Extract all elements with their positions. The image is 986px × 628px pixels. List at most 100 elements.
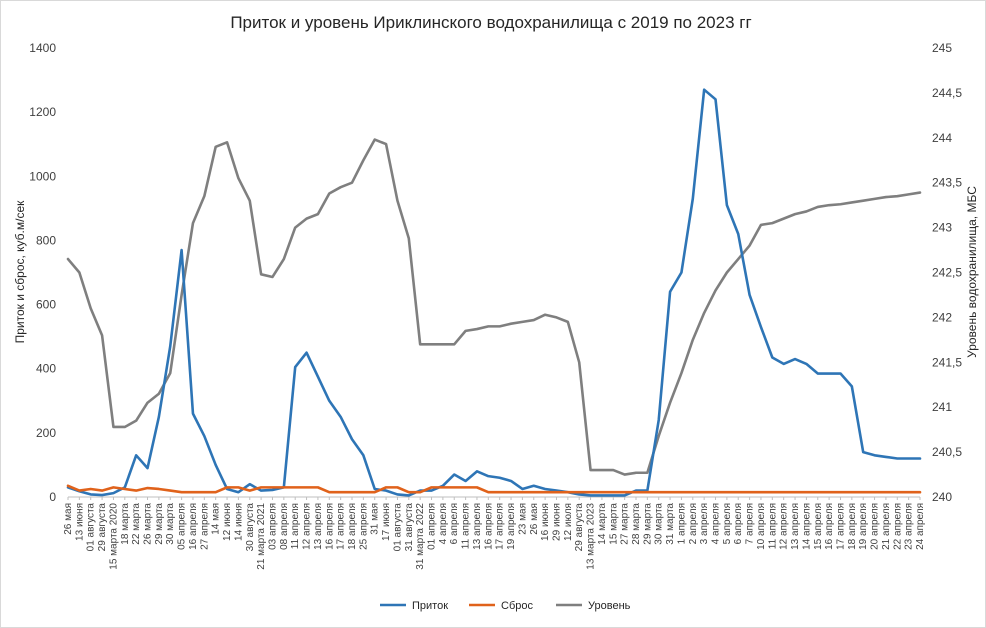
y-axis-title: Приток и сброс, куб.м/сек xyxy=(13,200,27,344)
x-tick-label: 12 апреля xyxy=(302,503,313,550)
x-tick-label: 01 августа xyxy=(86,503,97,552)
right-tick-label: 240 xyxy=(932,490,952,504)
x-tick-label: 5 апреля xyxy=(722,503,733,544)
x-tick-label: 13 июня xyxy=(74,503,85,541)
left-tick-label: 0 xyxy=(49,490,56,504)
x-tick-label: 16 апреля xyxy=(824,503,835,550)
right-tick-label: 242,5 xyxy=(932,266,962,280)
right-tick-label: 244 xyxy=(932,131,952,145)
x-tick-label: 21 марта 2021 xyxy=(256,503,267,570)
left-tick-label: 400 xyxy=(36,362,56,376)
right-tick-label: 243,5 xyxy=(932,176,962,190)
x-tick-label: 01 апреля xyxy=(427,503,438,550)
x-tick-label: 23 апреля xyxy=(904,503,915,550)
x-tick-label: 30 марта xyxy=(165,503,176,545)
x-tick-label: 12 июня xyxy=(222,503,233,541)
x-tick-label: 10 апреля xyxy=(756,503,767,550)
x-tick-label: 14 июня xyxy=(233,503,244,541)
chart-title: Приток и уровень Ириклинского водохранил… xyxy=(230,13,751,32)
right-tick-label: 242 xyxy=(932,310,952,324)
left-axis-ticks: 0 200 400 600 800 1000 1200 1400 xyxy=(29,41,56,504)
x-tick-label: 23 мая xyxy=(517,503,528,535)
x-tick-label: 17 июня xyxy=(381,503,392,541)
x-tick-label: 20 апреля xyxy=(870,503,881,550)
x-tick-label: 31 марта xyxy=(665,503,676,545)
right-tick-label: 244,5 xyxy=(932,86,962,100)
x-tick-label: 29 марта xyxy=(642,503,653,545)
x-tick-label: 16 апреля xyxy=(324,503,335,550)
x-tick-label: 13 апреля xyxy=(472,503,483,550)
x-tick-label: 4 апреля xyxy=(438,503,449,544)
x-tick-label: 30 марта xyxy=(654,503,665,545)
x-tick-label: 3 апреля xyxy=(699,503,710,544)
x-tick-label: 2 апреля xyxy=(688,503,699,544)
left-tick-label: 200 xyxy=(36,426,56,440)
right-tick-label: 245 xyxy=(932,41,952,55)
x-tick-label: 12 июля xyxy=(563,503,574,541)
x-tick-label: 14 мая xyxy=(211,503,222,535)
x-tick-label: 22 апреля xyxy=(892,503,903,550)
x-tick-label: 26 марта xyxy=(143,503,154,545)
x-tick-label: 08 апреля xyxy=(279,503,290,550)
x-tick-label: 13 апреля xyxy=(313,503,324,550)
right-tick-label: 243 xyxy=(932,221,952,235)
x-tick-label: 21 апреля xyxy=(881,503,892,550)
x-tick-label: 27 апреля xyxy=(199,503,210,550)
x-tick-label: 11 апреля xyxy=(290,503,301,549)
x-tick-label: 30 августа xyxy=(245,503,256,552)
series-lines xyxy=(66,88,922,497)
left-tick-label: 1400 xyxy=(29,41,56,55)
x-tick-label: 1 апреля xyxy=(676,503,687,544)
x-tick-label: 31 мая xyxy=(370,503,381,535)
x-tick-label: 13 апреля xyxy=(790,503,801,550)
x-tick-label: 29 августа xyxy=(97,503,108,552)
right-tick-label: 240,5 xyxy=(932,445,962,459)
x-tick-label: 31 марта 2022 xyxy=(415,503,426,570)
x-tick-label: 17 апреля xyxy=(835,503,846,550)
x-tick-label: 18 марта xyxy=(120,503,131,545)
x-tick-label: 11 апреля xyxy=(461,503,472,549)
x-tick-label: 05 апреля xyxy=(177,503,188,550)
x-tick-label: 7 апреля xyxy=(745,503,756,544)
x-tick-label: 6 апреля xyxy=(733,503,744,544)
x-tick-label: 16 апреля xyxy=(483,503,494,550)
x-tick-label: 15 марта 2020 xyxy=(108,503,119,570)
x-tick-label: 19 апреля xyxy=(506,503,517,550)
x-tick-label: 29 марта xyxy=(154,503,165,545)
x-tick-label: 18 апреля xyxy=(347,503,358,550)
x-tick-label: 12 апреля xyxy=(779,503,790,550)
x-tick-label: 17 апреля xyxy=(495,503,506,550)
x-tick-label: 31 августа xyxy=(404,503,415,552)
right-tick-label: 241,5 xyxy=(932,355,962,369)
y2-axis-title: Уровень водохранилища, МБС xyxy=(965,186,979,358)
left-tick-label: 600 xyxy=(36,298,56,312)
x-tick-label: 26 мая xyxy=(63,503,74,535)
left-tick-label: 1200 xyxy=(29,105,56,119)
x-tick-label: 17 апреля xyxy=(336,503,347,550)
x-tick-label: 29 августа xyxy=(574,503,585,552)
x-tick-label: 25 апреля xyxy=(358,503,369,550)
x-tick-label: 19 апреля xyxy=(858,503,869,550)
series-line-0 xyxy=(66,88,922,497)
series-line-1 xyxy=(66,484,922,494)
x-tick-label: 03 апреля xyxy=(267,503,278,550)
right-axis-ticks: 240 240,5 241 241,5 242 242,5 243 243,5 244 244,5… xyxy=(932,41,962,504)
left-tick-label: 800 xyxy=(36,233,56,247)
x-tick-label: 22 марта xyxy=(131,503,142,545)
x-tick-label: 14 марта xyxy=(597,503,608,545)
x-tick-label: 27 марта xyxy=(620,503,631,545)
x-tick-label: 01 августа xyxy=(392,503,403,552)
x-tick-label: 16 апреля xyxy=(188,503,199,550)
left-tick-label: 1000 xyxy=(29,169,56,183)
x-tick-label: 11 апреля xyxy=(767,503,778,549)
x-tick-label: 13 марта 2023 xyxy=(586,503,597,570)
legend-label: Уровень xyxy=(588,600,631,612)
x-tick-label: 4 апреля xyxy=(711,503,722,544)
x-tick-label: 18 апреля xyxy=(847,503,858,550)
x-tick-label: 15 марта xyxy=(608,503,619,545)
legend: Приток Сброс Уровень xyxy=(380,600,631,612)
x-tick-label: 24 апреля xyxy=(915,503,926,550)
x-tick-label: 28 марта xyxy=(631,503,642,545)
